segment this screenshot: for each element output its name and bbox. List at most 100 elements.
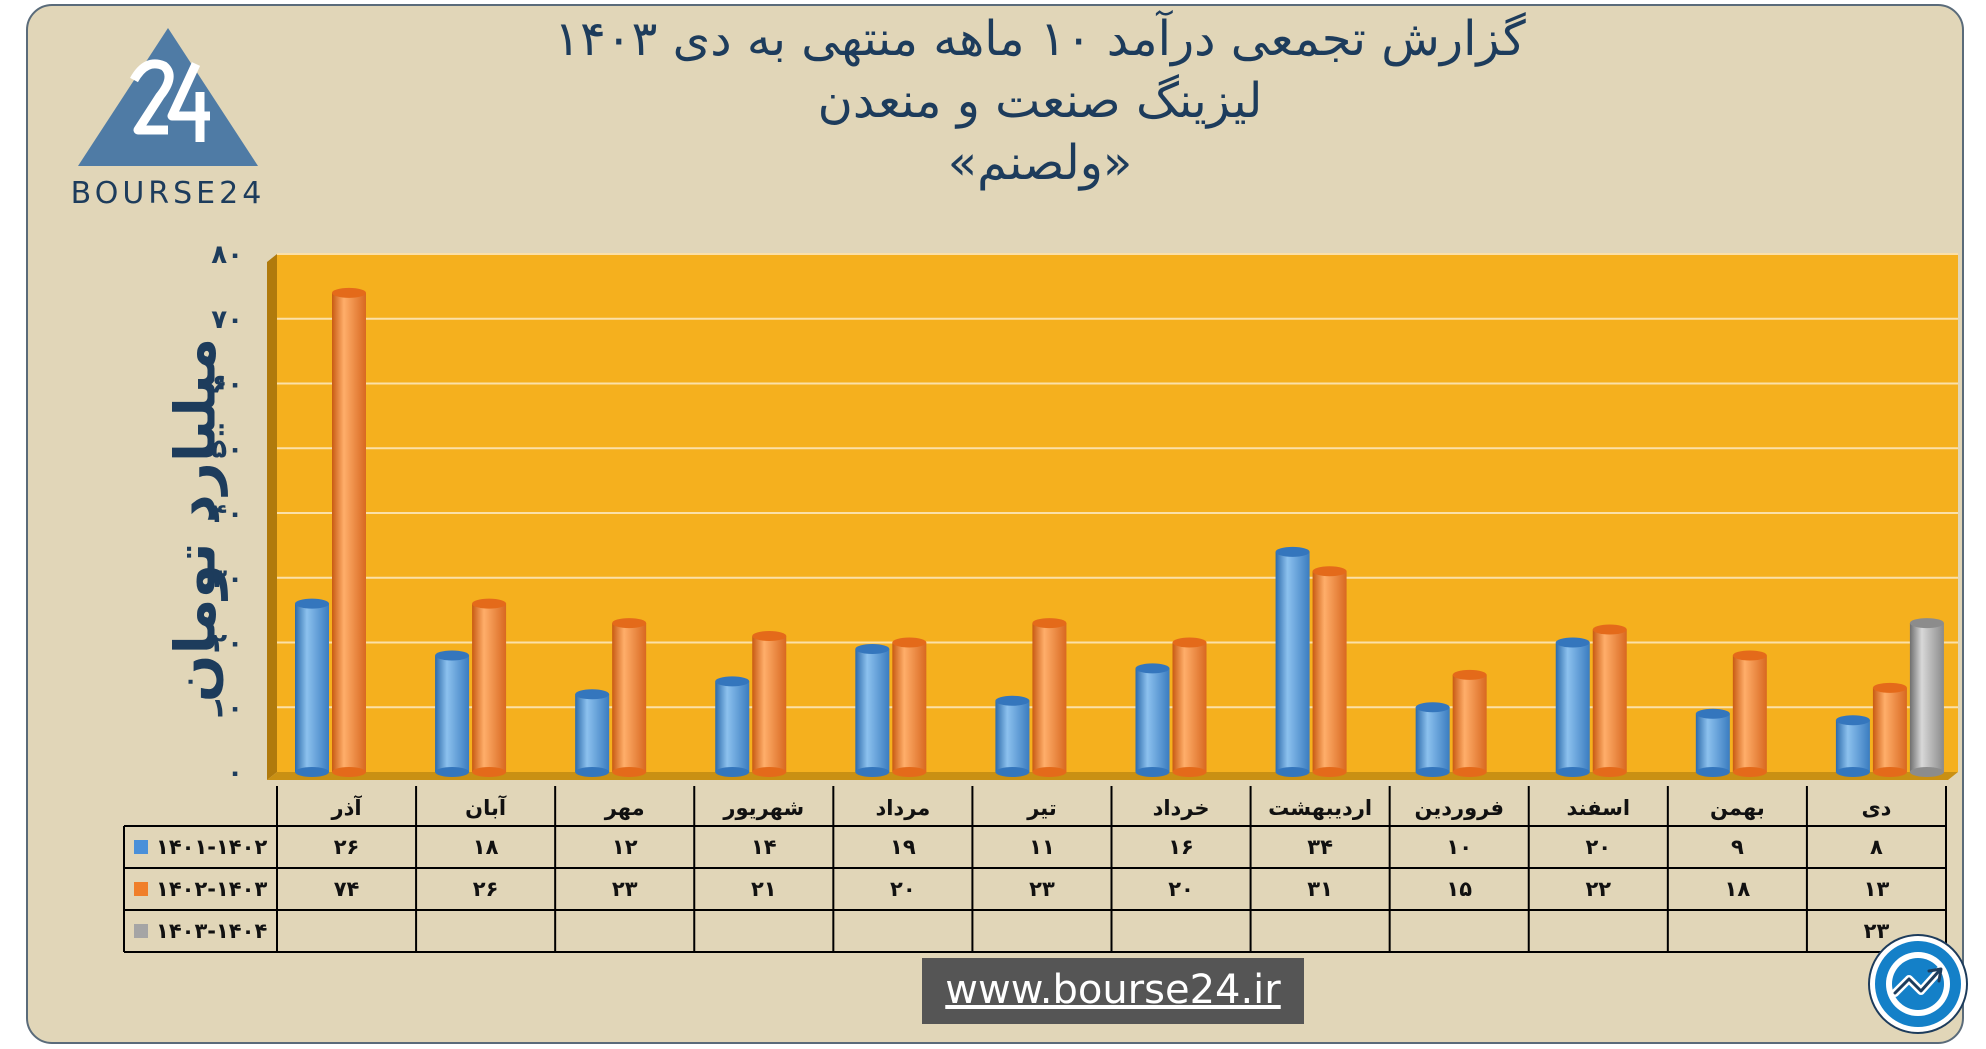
bar-cap — [1415, 702, 1450, 713]
bar-base — [1032, 767, 1067, 777]
bar-base — [612, 767, 647, 777]
bar — [752, 636, 787, 772]
bar-cap — [892, 637, 927, 648]
bar-cap — [1909, 618, 1944, 629]
data-label: ۸ — [1870, 835, 1883, 859]
bar-cap — [1555, 637, 1590, 648]
bar — [1695, 713, 1730, 772]
y-tick-label: ۲۰ — [211, 629, 243, 659]
legend-swatch — [134, 840, 148, 854]
data-label: ۲۰ — [1168, 877, 1194, 901]
data-label: ۲۳ — [612, 877, 638, 901]
y-tick-label: ۵۰ — [211, 434, 243, 464]
bar-base — [1695, 767, 1730, 777]
x-tick-label: آذر — [331, 795, 363, 820]
bar-base — [752, 767, 787, 777]
data-label: ۹ — [1731, 835, 1744, 859]
bar-cap — [332, 287, 366, 298]
data-label: ۲۳ — [1029, 877, 1055, 901]
bar-cap — [472, 598, 507, 609]
bar — [1555, 642, 1590, 772]
data-label: ۱۶ — [1168, 835, 1194, 859]
bar — [612, 623, 647, 772]
data-label: ۲۶ — [473, 877, 499, 901]
bar-cap — [1032, 618, 1067, 629]
bar — [995, 700, 1030, 772]
bar-cap — [752, 631, 787, 642]
bar-base — [1592, 767, 1627, 777]
x-tick-label: فروردین — [1414, 796, 1504, 820]
data-label: ۲۰ — [890, 877, 916, 901]
bar-cap — [1135, 663, 1170, 674]
chart-subtitle: لیزینگ صنعت و منعدن — [817, 73, 1263, 129]
bar-base — [1135, 767, 1170, 777]
y-tick-label: ۱۰ — [211, 693, 243, 723]
bar-base — [1732, 767, 1767, 777]
bar — [295, 603, 329, 772]
bar-cap — [1312, 566, 1347, 577]
bar-cap — [612, 618, 647, 629]
bar-cap — [715, 676, 750, 687]
bar-base — [1909, 767, 1944, 777]
data-label: ۲۳ — [1864, 919, 1890, 943]
legend-swatch — [134, 924, 148, 938]
data-label: ۱۰ — [1446, 835, 1472, 859]
bar — [1452, 674, 1487, 772]
data-label: ۱۹ — [890, 835, 916, 859]
data-label: ۲۶ — [334, 835, 360, 859]
data-label: ۲۲ — [1585, 877, 1611, 901]
bar-cap — [295, 598, 329, 609]
data-label: ۳۴ — [1307, 835, 1333, 859]
bar-cap — [1732, 650, 1767, 661]
x-tick-label: بهمن — [1710, 796, 1765, 820]
bar — [1275, 551, 1310, 772]
data-label: ۱۴ — [751, 835, 777, 859]
bar — [1172, 642, 1207, 772]
bar-cap — [1592, 624, 1627, 635]
bar-base — [1555, 767, 1590, 777]
bar — [1592, 629, 1627, 772]
legend-label: ۱۴۰۳-۱۴۰۴ — [156, 919, 267, 943]
data-label: ۱۳ — [1864, 877, 1890, 901]
x-tick-label: اسفند — [1566, 796, 1630, 820]
website-link[interactable]: www.bourse24.ir — [922, 958, 1304, 1024]
bourse24-triangle-logo-icon — [78, 28, 258, 166]
bar-cap — [995, 695, 1030, 706]
bar — [1835, 720, 1870, 772]
chart-title: گزارش تجمعی درآمد ۱۰ ماهه منتهی به دی ۱۴… — [554, 11, 1526, 67]
bar-cap — [575, 689, 610, 700]
data-label: ۳۱ — [1307, 877, 1333, 901]
bourse24-trend-arrow-icon — [1870, 936, 1966, 1032]
bar-base — [1275, 767, 1310, 777]
bar-cap — [1835, 715, 1870, 726]
y-tick-label: ۳۰ — [211, 564, 243, 594]
x-tick-label: خرداد — [1153, 796, 1210, 820]
data-label: ۱۸ — [473, 835, 499, 859]
y-tick-label: ۴۰ — [211, 499, 243, 529]
bar-base — [855, 767, 890, 777]
chart-symbol: «ولصنم» — [947, 135, 1133, 191]
data-label: ۲۰ — [1585, 835, 1611, 859]
x-tick-label: دی — [1861, 796, 1891, 820]
x-tick-label: آبان — [465, 795, 507, 820]
plot-side-wall — [267, 254, 277, 780]
bar — [472, 603, 507, 772]
x-tick-label: مرداد — [875, 796, 930, 820]
bar-cap — [855, 643, 890, 654]
y-tick-label: ۷۰ — [211, 305, 243, 335]
x-tick-label: مهر — [604, 796, 645, 820]
data-label: ۱۵ — [1446, 877, 1472, 901]
bar — [1909, 623, 1944, 772]
bar — [1872, 687, 1907, 772]
bar — [332, 292, 366, 772]
bar-cap — [1695, 708, 1730, 719]
y-tick-label: ۰ — [227, 758, 243, 788]
bar-cap — [1452, 669, 1487, 680]
bourse24-logo — [68, 22, 268, 212]
bar-cap — [1275, 546, 1310, 557]
data-label: ۱۲ — [612, 835, 638, 859]
bar-base — [1415, 767, 1450, 777]
x-tick-label: اردیبهشت — [1268, 796, 1372, 820]
data-label: ۲۱ — [751, 877, 777, 901]
